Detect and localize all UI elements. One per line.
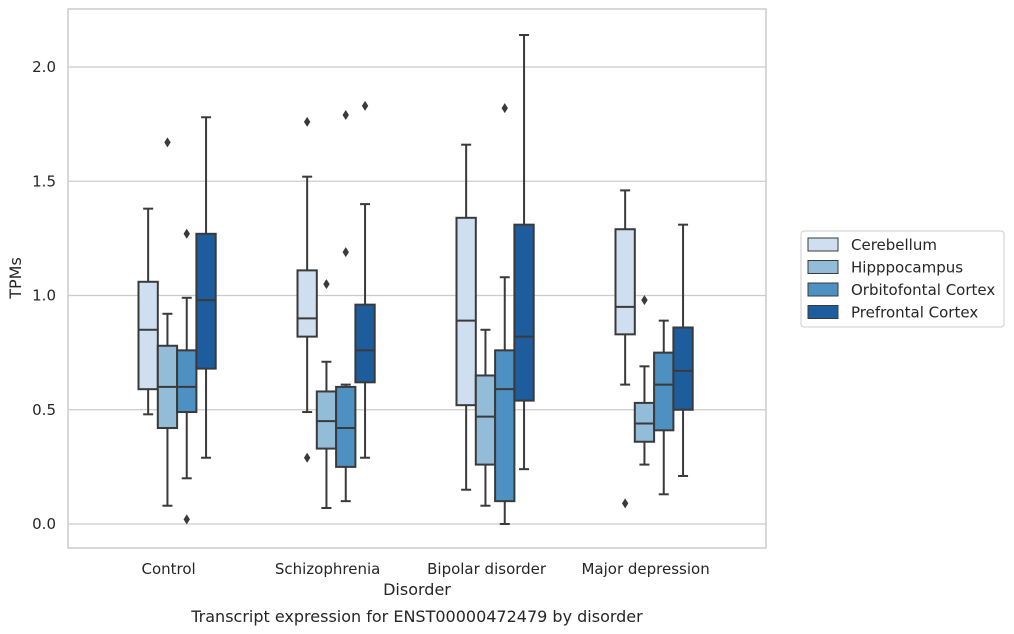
- outlier-point: [164, 137, 171, 148]
- legend-item: Cerebellum: [807, 236, 937, 254]
- legend-label: Cerebellum: [851, 236, 937, 254]
- outlier-point: [621, 498, 629, 509]
- legend-swatch: [807, 237, 839, 252]
- legend-label: Hipppocampus: [851, 259, 963, 277]
- box-0-3: [195, 116, 217, 459]
- y-tick-label: 1.5: [32, 172, 56, 190]
- x-tick-label: Schizophrenia: [275, 560, 380, 578]
- box-1-1: [315, 279, 338, 510]
- legend-item: Hipppocampus: [807, 259, 963, 277]
- iqr-box: [137, 280, 159, 391]
- box-1-3: [354, 100, 376, 459]
- outlier-point: [323, 279, 330, 290]
- iqr-box: [354, 303, 376, 384]
- legend-swatch: [807, 282, 839, 297]
- iqr-box: [513, 223, 535, 402]
- iqr-box: [296, 269, 318, 338]
- box-2-0: [455, 143, 477, 491]
- legend-swatch: [807, 260, 839, 274]
- iqr-box: [494, 349, 516, 503]
- iqr-box: [335, 385, 357, 468]
- box-3-0: [614, 189, 636, 509]
- iqr-box: [176, 349, 198, 414]
- iqr-box: [653, 351, 675, 432]
- iqr-box: [672, 326, 694, 411]
- outlier-point: [501, 103, 508, 114]
- y-tick-label: 2.0: [32, 58, 56, 76]
- outlier-point: [342, 109, 349, 120]
- box-groups: [137, 34, 694, 525]
- legend-item: Prefrontal Cortex: [807, 304, 978, 322]
- box-2-2: [494, 103, 516, 525]
- iqr-box: [455, 216, 477, 407]
- y-tick-label: 1.0: [32, 287, 56, 305]
- x-tick-label: Bipolar disorder: [427, 560, 547, 578]
- iqr-box: [474, 374, 497, 466]
- legend-item: Orbitofontal Cortex: [807, 281, 995, 299]
- outlier-point: [342, 247, 349, 258]
- iqr-box: [195, 232, 217, 370]
- outlier-point: [303, 116, 311, 127]
- legend-label: Prefrontal Cortex: [851, 304, 978, 322]
- iqr-box: [315, 390, 338, 450]
- box-2-1: [474, 328, 497, 507]
- box-0-1: [156, 137, 179, 507]
- box-3-2: [653, 319, 675, 496]
- y-axis-label: TPMs: [6, 257, 25, 300]
- x-tick-label: Control: [141, 560, 195, 578]
- plot-area-frame: [67, 8, 767, 549]
- legend-frame: [800, 230, 1005, 328]
- box-3-3: [672, 223, 694, 478]
- outlier-point: [303, 452, 311, 463]
- gridlines: [68, 66, 766, 525]
- outlier-point: [641, 295, 648, 306]
- box-0-2: [176, 228, 198, 525]
- box-1-0: [296, 116, 318, 463]
- legend-label: Orbitofontal Cortex: [851, 281, 995, 299]
- x-tick-label: Major depression: [581, 560, 709, 578]
- box-2-3: [513, 34, 535, 471]
- box-1-2: [335, 109, 357, 503]
- box-3-1: [633, 295, 656, 466]
- chart-caption: Transcript expression for ENST0000047247…: [190, 607, 643, 626]
- y-tick-label: 0.0: [32, 515, 56, 533]
- legend-swatch: [807, 305, 839, 319]
- legend: Cerebellum Hipppocampus Orbitofontal Corte…: [800, 230, 1005, 328]
- iqr-box: [633, 401, 656, 443]
- y-tick-label: 0.5: [32, 401, 56, 419]
- box-0-0: [137, 207, 159, 416]
- outlier-point: [183, 228, 190, 239]
- x-axis-ticks: Control Schizophrenia Bipolar disorder Majo…: [141, 560, 709, 578]
- outlier-point: [361, 100, 369, 111]
- x-axis-label: Disorder: [383, 580, 451, 599]
- iqr-box: [614, 228, 636, 336]
- outlier-point: [183, 514, 190, 525]
- y-axis-ticks: 0.0 0.5 1.0 1.5 2.0: [32, 58, 56, 533]
